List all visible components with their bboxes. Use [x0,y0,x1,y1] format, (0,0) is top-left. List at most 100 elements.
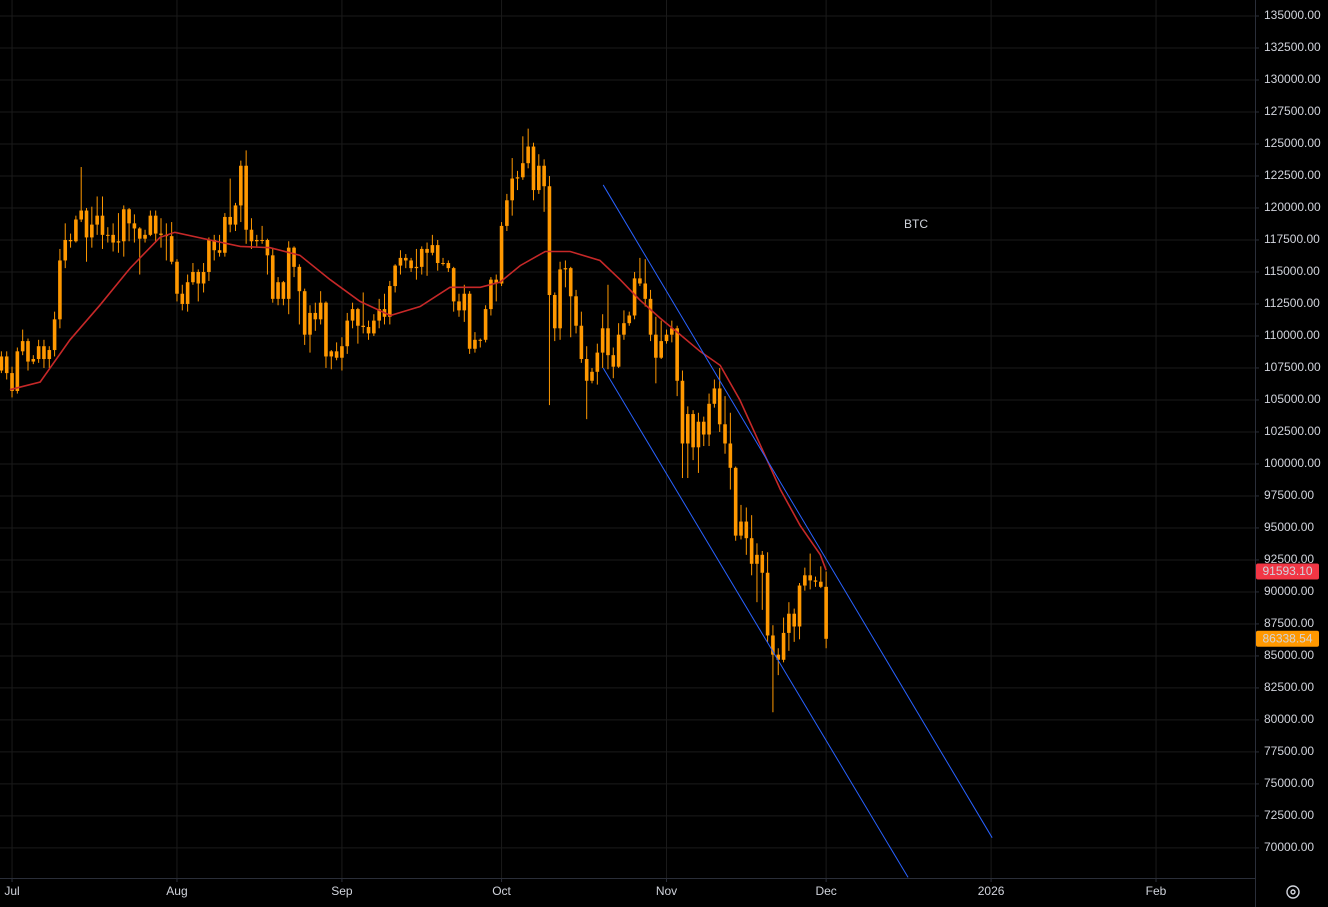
candle-body [270,255,275,299]
candle-body [691,414,695,448]
channel-line [602,184,993,838]
candle-body [717,388,722,425]
y-tick-label: 110000.00 [1264,328,1320,342]
y-tick-label: 122500.00 [1264,168,1321,182]
candle-body [244,165,248,230]
candle-body [744,521,749,539]
candle-body [803,575,807,586]
candle-body [505,200,509,226]
candle-body [574,296,578,326]
y-tick-label: 87500.00 [1264,616,1314,630]
x-tick-label: Oct [492,884,511,898]
candle-body [42,346,46,360]
candle-body [701,421,706,435]
candle-body [473,339,477,349]
candle-body [356,309,360,326]
candle-body [20,341,25,352]
candle-body [106,234,110,236]
price-label-box [1256,563,1319,580]
candle-body [584,359,589,381]
y-tick-label: 132500.00 [1264,40,1321,54]
candle-body [521,163,525,178]
candle-body [15,351,20,392]
candle-body [664,334,669,342]
annotation: BTC [904,217,928,231]
candle-body [712,388,717,404]
candle-body [207,239,211,272]
y-tick-label: 82500.00 [1264,680,1314,694]
candle-body [499,225,504,284]
candle-body [542,165,546,187]
x-tick-label: Sep [331,884,353,898]
candle-body [568,268,573,297]
candle-body [478,339,483,341]
candle-body [239,165,243,206]
candle-body [297,266,302,292]
y-tick-label: 77500.00 [1264,744,1314,758]
candle-body [622,323,626,335]
candle-body [137,228,142,239]
candle-body [510,178,514,201]
y-tick-label: 130000.00 [1264,72,1321,86]
candle-body [579,325,584,360]
settings-button[interactable] [1286,885,1300,899]
candle-body [228,216,232,225]
candle-body [403,257,408,261]
candle-body [771,635,775,655]
candle-body [648,298,653,335]
candle-body [776,654,781,660]
candle-body [281,282,286,299]
candle-body [313,312,318,320]
candle-body [340,346,344,358]
candle-body [111,234,115,243]
candle-body [254,239,259,242]
candle-body [451,268,456,302]
candle-body [10,373,14,392]
candle-body [308,312,312,335]
candle-body [489,279,493,310]
candle-body [233,205,238,225]
candle-body [494,279,499,284]
candle-body [627,315,632,324]
candle-body [345,320,350,347]
candle-body [813,580,818,582]
candle-body [808,575,812,581]
y-tick-label: 112500.00 [1264,296,1320,310]
candle-body [797,585,802,627]
candle-body [547,186,552,296]
candle-body [0,356,4,371]
candle-body [361,325,366,328]
candle-body [26,341,30,362]
candle-body [765,572,770,636]
candle-body [201,271,206,284]
candle-body [728,443,733,468]
moving-average-line [9,231,827,571]
y-tick-label: 107500.00 [1264,360,1321,374]
candle-body [515,177,520,179]
candle-body [446,263,451,269]
candle-body [212,239,217,251]
candle-body [159,233,163,235]
candle-body [350,309,355,321]
candle-body [632,278,637,316]
price-label: 86338.54 [1262,631,1312,645]
candle-body [132,223,137,229]
y-tick-label: 97500.00 [1264,488,1314,502]
y-tick-label: 127500.00 [1264,104,1321,118]
candle-body [733,467,738,536]
candle-body [749,538,754,564]
candle-body [824,586,828,639]
candle-body [457,301,461,311]
candle-body [249,229,254,242]
candle-body [590,371,594,381]
candle-body [47,350,52,360]
y-tick-label: 95000.00 [1264,520,1314,534]
y-tick-label: 100000.00 [1264,456,1321,470]
x-tick-label: Jul [4,884,19,898]
candle-body [409,260,413,269]
candle-body [217,250,222,253]
x-tick-label: 2026 [978,884,1005,898]
candle-body [366,327,371,334]
